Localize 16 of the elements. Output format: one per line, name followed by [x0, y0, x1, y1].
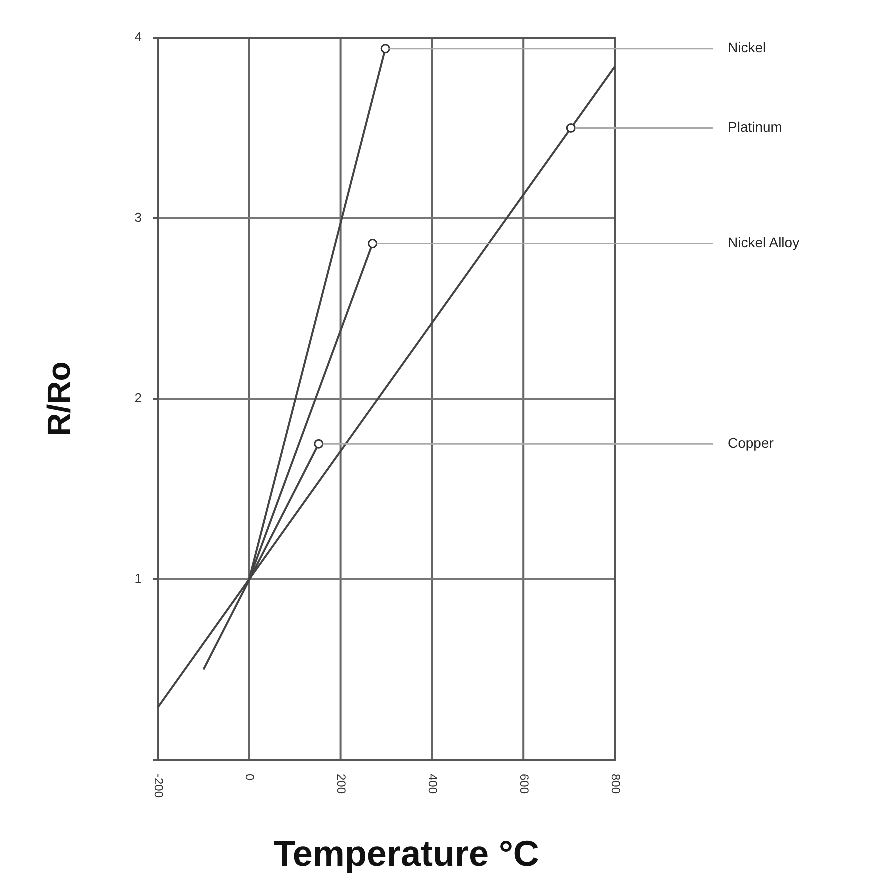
x-tick-label: 0	[243, 774, 258, 781]
annotation: Platinum	[728, 118, 782, 135]
y-tick-label: 3	[134, 210, 142, 225]
annotation: Copper	[728, 434, 774, 451]
x-tick-label: 600	[517, 774, 532, 794]
y-axis-title: R/Ro	[41, 362, 77, 436]
y-tick-label: 2	[134, 390, 142, 406]
y-tick-label: 1	[134, 570, 142, 586]
annotation: Nickel	[728, 40, 766, 56]
y-tick-label: 4	[134, 29, 142, 44]
x-tick-label: 200	[334, 774, 349, 794]
x-tick-label: 800	[608, 774, 623, 794]
x-tick-label: -200	[152, 774, 166, 798]
x-tick-label: 400	[426, 774, 440, 794]
x-axis-title: Temperature °C	[274, 833, 540, 874]
annotation: Nickel Alloy	[728, 234, 800, 250]
